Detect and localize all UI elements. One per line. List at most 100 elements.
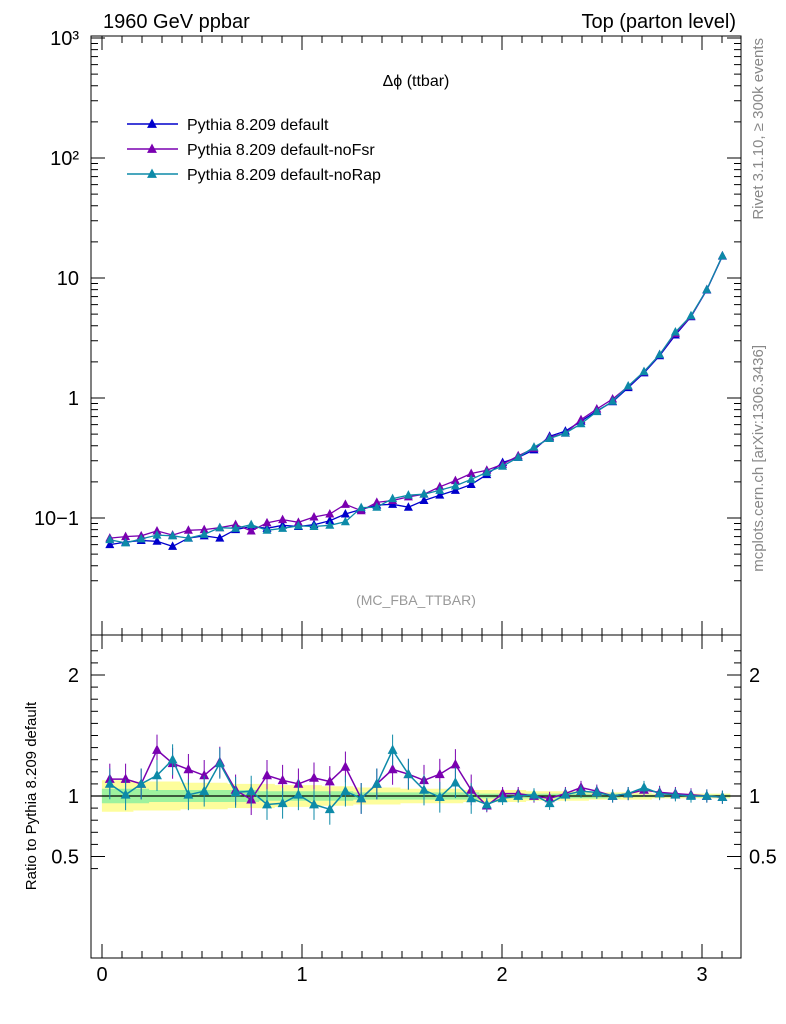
data-point <box>419 495 429 504</box>
data-point <box>450 777 461 787</box>
data-point <box>309 772 319 782</box>
data-point <box>466 479 476 489</box>
data-point <box>654 788 665 798</box>
data-point <box>152 744 162 754</box>
data-point <box>592 406 602 416</box>
data-point <box>701 790 712 800</box>
data-point <box>246 785 257 796</box>
data-point <box>121 537 131 547</box>
data-point <box>230 786 241 797</box>
data-point <box>262 517 272 527</box>
series-line <box>109 255 723 539</box>
data-point <box>152 536 162 545</box>
series-line <box>109 255 723 548</box>
data-point <box>215 533 225 542</box>
data-point <box>466 474 476 483</box>
data-point <box>262 798 272 809</box>
data-point <box>105 534 115 544</box>
y-tick-label: 10³ <box>50 28 79 50</box>
legend-label: Pythia 8.209 default-noFsr <box>187 142 375 159</box>
data-point <box>199 769 210 780</box>
y-tick-label: 1 <box>68 786 79 808</box>
analysis-label: (MC_FBA_TTBAR) <box>356 592 476 608</box>
data-point <box>388 493 398 503</box>
data-point <box>560 428 570 437</box>
data-point <box>419 489 429 498</box>
data-point <box>434 791 445 802</box>
data-point <box>607 790 618 800</box>
data-point <box>608 396 618 405</box>
ratio-ylabel: Ratio to Pythia 8.209 default <box>23 701 40 890</box>
data-point <box>277 774 288 785</box>
data-point <box>545 433 555 442</box>
y-tick-label: 10² <box>50 148 79 170</box>
data-point <box>466 468 476 477</box>
data-point <box>262 525 272 534</box>
series-line <box>109 748 723 811</box>
data-point <box>623 788 634 798</box>
data-point <box>450 485 460 494</box>
data-point <box>325 520 335 529</box>
legend-marker <box>147 118 157 128</box>
plot-title: Δϕ (ttbar) <box>383 73 450 90</box>
data-point <box>293 789 304 799</box>
x-tick-label: 1 <box>296 964 307 986</box>
data-point <box>544 797 555 808</box>
x-tick-label: 0 <box>96 964 107 986</box>
data-point <box>387 763 398 774</box>
data-point <box>136 533 146 543</box>
data-point <box>529 442 539 451</box>
y-tick-label: 0.5 <box>51 847 79 869</box>
data-point <box>183 525 193 534</box>
data-point <box>356 792 367 803</box>
legend-marker <box>147 168 157 178</box>
data-point <box>120 773 131 783</box>
x-tick-label: 2 <box>496 964 507 986</box>
data-point <box>639 782 649 792</box>
ratio-panel: 0.5 0.5 1 1 2 2 0 1 2 3 Ratio to Pythia 8.209 def… <box>23 634 777 986</box>
data-point <box>372 502 382 511</box>
y-tick-label: 10 <box>57 268 79 290</box>
data-point <box>168 530 178 540</box>
y-tick-label: 2 <box>68 665 79 687</box>
data-point <box>309 521 319 530</box>
header-process: Top (parton level) <box>581 11 736 33</box>
data-point <box>403 502 413 511</box>
data-point <box>309 798 319 809</box>
legend-label: Pythia 8.209 default <box>187 117 329 134</box>
data-point <box>387 744 398 754</box>
data-point <box>466 792 477 803</box>
x-tick-label: 3 <box>696 964 707 986</box>
mcplots-label: mcplots.cern.ch [arXiv:1306.3436] <box>750 345 767 572</box>
data-point <box>325 508 335 518</box>
data-point <box>560 789 571 799</box>
data-point <box>497 792 508 803</box>
data-point <box>246 519 256 529</box>
data-point <box>277 797 288 808</box>
data-point <box>686 790 696 800</box>
data-point <box>183 533 193 542</box>
y-tick-label: 10−1 <box>34 508 79 530</box>
data-point <box>576 418 586 428</box>
data-point <box>419 784 429 794</box>
data-point <box>104 778 115 788</box>
data-point <box>199 529 209 538</box>
header-energy: 1960 GeV ppbar <box>103 11 250 33</box>
data-point <box>168 541 178 550</box>
legend-marker <box>147 143 157 153</box>
data-point <box>278 523 288 532</box>
data-point <box>450 475 460 485</box>
data-point <box>372 497 382 506</box>
data-point <box>105 539 115 549</box>
data-point <box>340 761 351 771</box>
y-tick-label: 1 <box>749 786 760 808</box>
ratio-axis-ticks: 0.5 0.5 1 1 2 2 0 1 2 3 <box>51 635 777 986</box>
data-point <box>670 326 680 336</box>
data-point <box>435 490 445 499</box>
data-point <box>231 523 241 532</box>
main-axis-ticks: 10−1 1 10 10² 10³ <box>34 28 741 635</box>
series-line <box>109 255 723 544</box>
data-point <box>434 768 445 779</box>
data-point <box>340 516 350 526</box>
